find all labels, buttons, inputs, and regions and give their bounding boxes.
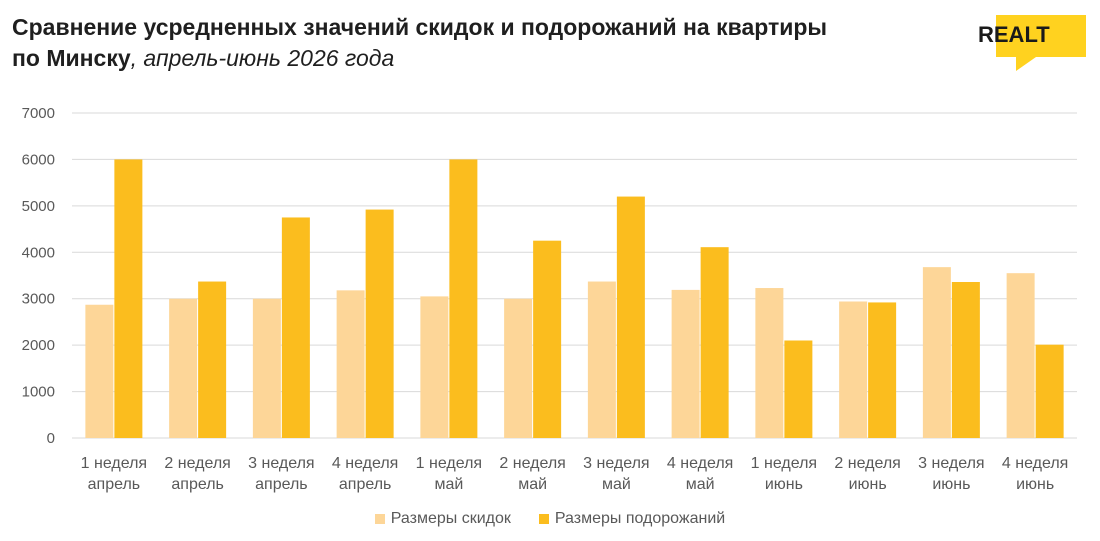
bar-increase bbox=[951, 282, 980, 438]
y-tick-label: 2000 bbox=[22, 337, 55, 354]
x-tick-label: июнь bbox=[932, 476, 970, 493]
x-tick-label: 1 неделя bbox=[751, 455, 817, 472]
x-tick-label: 2 неделя bbox=[834, 455, 900, 472]
bar-discount bbox=[839, 301, 868, 438]
bar-increase bbox=[784, 340, 813, 438]
legend-swatch-discounts bbox=[374, 514, 385, 524]
x-tick-label: 2 неделя bbox=[164, 455, 230, 472]
x-tick-label: 1 неделя bbox=[81, 455, 147, 472]
bar-increase bbox=[616, 196, 645, 438]
bar-discount bbox=[755, 288, 784, 438]
bar-discount bbox=[85, 304, 114, 438]
y-tick-label: 4000 bbox=[22, 244, 55, 261]
legend-item-increases: Размеры подорожаний bbox=[538, 510, 726, 528]
chart-title: Сравнение усредненных значений скидок и … bbox=[12, 12, 972, 74]
x-tick-label: июнь bbox=[849, 476, 887, 493]
bar-increase bbox=[868, 302, 897, 438]
bar-increase bbox=[449, 159, 478, 438]
x-tick-label: май bbox=[434, 476, 463, 493]
x-tick-label: июнь bbox=[1016, 476, 1054, 493]
bar-discount bbox=[922, 267, 951, 438]
x-tick-label: 3 неделя bbox=[583, 455, 649, 472]
bar-discount bbox=[587, 281, 616, 438]
bar-discount bbox=[420, 296, 449, 438]
x-tick-label: май bbox=[686, 476, 715, 493]
x-tick-label: апрель bbox=[255, 476, 308, 493]
x-tick-label: апрель bbox=[88, 476, 141, 493]
title-line-1: Сравнение усредненных значений скидок и … bbox=[12, 14, 828, 40]
bar-increase bbox=[114, 159, 143, 438]
x-tick-label: 4 неделя bbox=[667, 455, 733, 472]
bar-discount bbox=[671, 289, 700, 438]
x-tick-label: июнь bbox=[765, 476, 803, 493]
y-tick-label: 3000 bbox=[22, 291, 55, 308]
title-city: по Минску bbox=[12, 45, 131, 71]
legend-label-discounts: Размеры скидок bbox=[390, 510, 511, 527]
y-tick-label: 0 bbox=[47, 430, 55, 447]
bar-increase bbox=[1035, 344, 1064, 438]
x-tick-label: 3 неделя bbox=[248, 455, 314, 472]
realt-logo: REALT bbox=[978, 15, 1086, 71]
title-period: , апрель-июнь 2026 года bbox=[130, 45, 395, 71]
x-tick-label: 2 неделя bbox=[499, 455, 565, 472]
x-tick-label: 4 неделя bbox=[1002, 455, 1068, 472]
y-tick-label: 1000 bbox=[22, 384, 55, 401]
x-tick-label: май bbox=[518, 476, 547, 493]
x-tick-label: 3 неделя bbox=[918, 455, 984, 472]
y-tick-label: 7000 bbox=[22, 105, 55, 122]
x-tick-label: 1 неделя bbox=[416, 455, 482, 472]
bar-discount bbox=[1006, 273, 1035, 438]
x-tick-label: май bbox=[602, 476, 631, 493]
title-line-2: по Минску, апрель-июнь 2026 года bbox=[12, 43, 972, 74]
y-tick-label: 6000 bbox=[22, 151, 55, 168]
bar-discount bbox=[252, 298, 281, 438]
legend-item-discounts: Размеры скидок bbox=[374, 510, 511, 528]
x-tick-label: апрель bbox=[339, 476, 392, 493]
logo-text: REALT bbox=[978, 22, 1050, 47]
x-tick-label: апрель bbox=[171, 476, 224, 493]
bar-discount bbox=[336, 290, 365, 438]
legend-swatch-increases bbox=[538, 514, 549, 524]
bar-discount bbox=[169, 298, 198, 438]
y-tick-label: 5000 bbox=[22, 198, 55, 215]
bar-increase bbox=[700, 247, 729, 438]
chart-legend: Размеры скидок Размеры подорожаний bbox=[0, 510, 1100, 528]
logo-badge bbox=[996, 15, 1086, 71]
bar-increase bbox=[365, 209, 394, 438]
x-tick-label: 4 неделя bbox=[332, 455, 398, 472]
bar-increase bbox=[198, 281, 227, 438]
bar-increase bbox=[533, 240, 562, 438]
legend-label-increases: Размеры подорожаний bbox=[554, 510, 726, 527]
bar-increase bbox=[281, 217, 310, 438]
bar-discount bbox=[504, 298, 533, 438]
